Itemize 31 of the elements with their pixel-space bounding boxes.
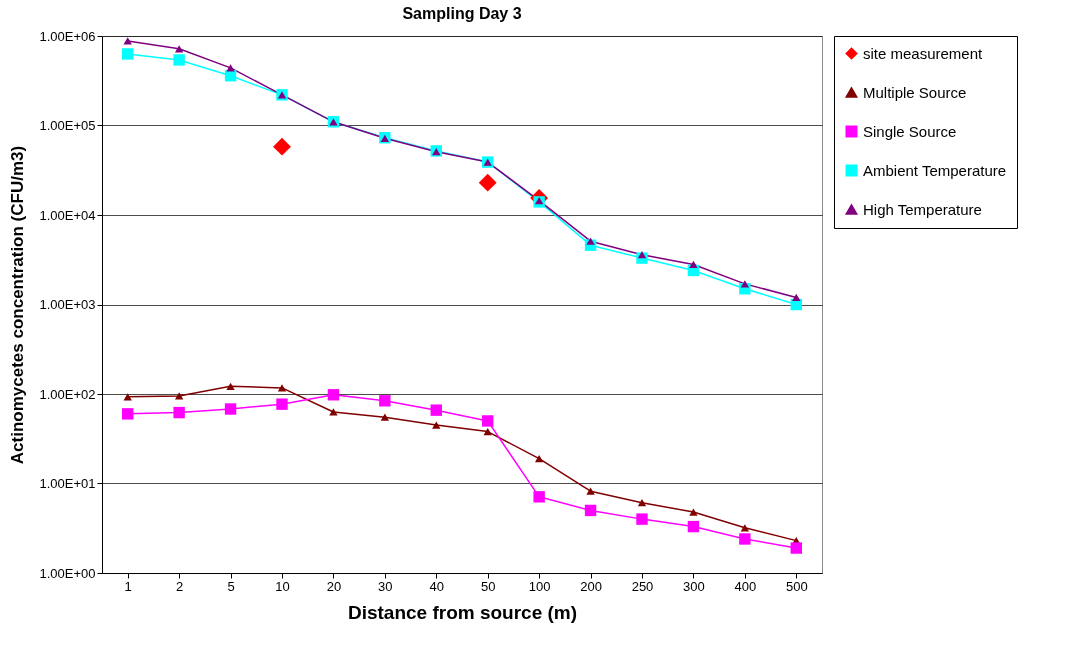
y-tick-label: 1.00E+04 [39, 207, 96, 223]
y-tick-label: 1.00E+05 [39, 118, 96, 133]
x-tick-label: 200 [580, 578, 602, 594]
x-tick-label: 300 [683, 578, 705, 594]
x-tick-label: 100 [528, 578, 551, 594]
x-axis-title: Distance from source (m) [347, 601, 578, 623]
chart-title: Sampling Day 3 [402, 5, 522, 22]
x-tick-label: 500 [785, 578, 808, 594]
y-tick-label: 1.00E+01 [39, 476, 96, 491]
x-tick-label: 50 [480, 578, 496, 594]
point [273, 137, 291, 156]
point [478, 173, 497, 192]
y-tick-label: 1.00E+06 [39, 28, 96, 44]
y-tick-label: 1.00E+03 [39, 297, 96, 312]
x-tick-label: 1 [124, 578, 132, 594]
legend-label: Single Source [863, 122, 957, 140]
x-tick-label: 40 [429, 578, 445, 594]
legend-label: site measurement [863, 44, 984, 62]
x-tick-label: 400 [734, 578, 757, 594]
x-tick-label: 5 [227, 578, 235, 594]
x-tick-label: 30 [378, 578, 393, 594]
legend-label: Multiple Source [863, 83, 967, 101]
y-tick-label: 1.00E+02 [39, 386, 96, 402]
x-tick-label: 2 [176, 578, 184, 594]
y-tick-label: 1.00E+00 [39, 565, 96, 581]
legend-label: High Temperature [863, 200, 982, 218]
y-axis-title: Actinomycetes concentration (CFU/m3) [8, 145, 28, 465]
x-tick-label: 250 [631, 578, 654, 594]
x-tick-label: 20 [326, 578, 342, 594]
legend-label: Ambient Temperature [863, 161, 1007, 179]
x-tick-label: 10 [275, 578, 290, 594]
